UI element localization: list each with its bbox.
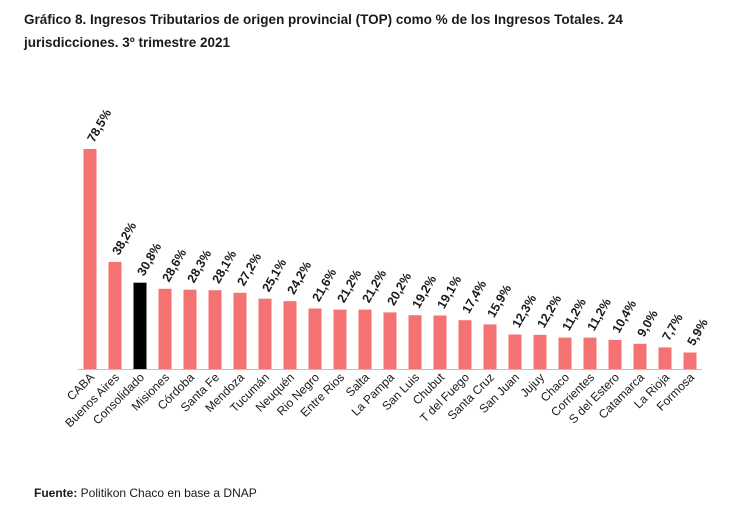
chart-title-line-2: jurisdicciones. 3º trimestre 2021 <box>24 35 231 50</box>
bar-3 <box>158 288 172 369</box>
bar-19 <box>558 337 572 369</box>
bar-2 <box>133 282 147 369</box>
bar-11 <box>358 309 372 369</box>
data-label-0: 78,5% <box>84 107 114 145</box>
bar-14 <box>433 315 447 369</box>
bar-18 <box>533 334 547 369</box>
data-label-16: 15,9% <box>484 282 514 320</box>
source-note: Fuente: Politikon Chaco en base a DNAP <box>34 486 257 500</box>
bar-23 <box>658 347 672 369</box>
bar-17 <box>508 334 522 369</box>
data-label-14: 19,1% <box>434 273 464 311</box>
data-label-24: 5,9% <box>684 316 710 348</box>
bar-0 <box>83 149 97 369</box>
source-label: Fuente: <box>34 486 78 500</box>
data-label-15: 17,4% <box>459 278 489 316</box>
bar-13 <box>408 315 422 369</box>
bar-6 <box>233 292 247 369</box>
bar-10 <box>333 309 347 369</box>
bar-22 <box>633 343 647 369</box>
bar-9 <box>308 308 322 369</box>
bar-12 <box>383 312 397 369</box>
data-label-23: 7,7% <box>659 311 685 343</box>
data-label-19: 11,2% <box>559 296 589 333</box>
bar-16 <box>483 324 497 369</box>
bar-5 <box>208 290 222 369</box>
bar-15 <box>458 320 472 369</box>
data-label-22: 9,0% <box>634 308 660 340</box>
bar-7 <box>258 298 272 369</box>
bar-1 <box>108 261 122 369</box>
chart-title-line-1: Gráfico 8. Ingresos Tributarios de orige… <box>24 12 623 27</box>
source-text: Politikon Chaco en base a DNAP <box>77 486 257 500</box>
bar-21 <box>608 339 622 369</box>
data-label-8: 24,2% <box>284 259 314 297</box>
bar-4 <box>183 289 197 369</box>
bar-20 <box>583 337 597 369</box>
data-label-6: 27,2% <box>234 251 264 289</box>
chart-title: Gráfico 8. Ingresos Tributarios de orige… <box>24 8 724 54</box>
bar-8 <box>283 301 297 369</box>
data-label-1: 38,2% <box>109 220 139 258</box>
data-label-2: 30,8% <box>134 240 164 278</box>
bar-24 <box>683 352 697 369</box>
